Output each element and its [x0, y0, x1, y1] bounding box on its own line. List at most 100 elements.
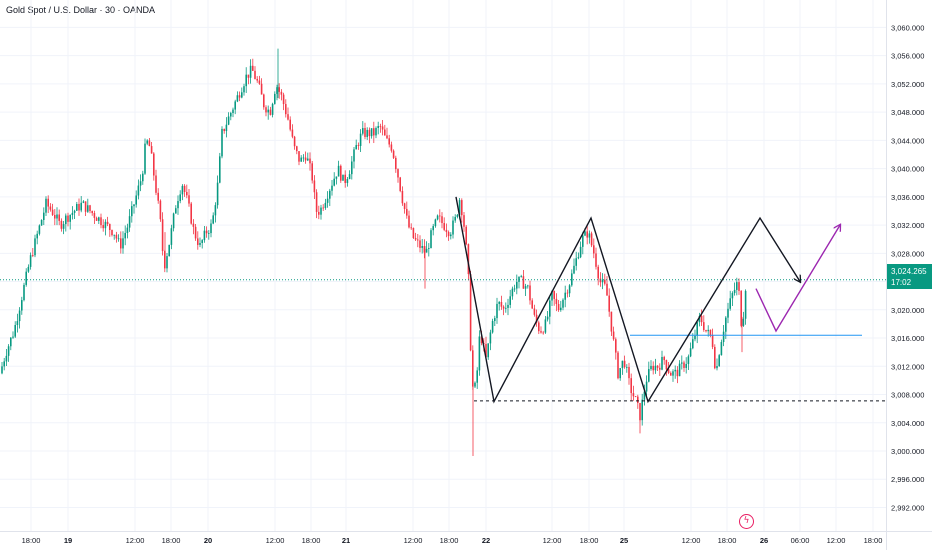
- candle-body: [256, 78, 258, 81]
- candle-body: [135, 195, 137, 205]
- candle-body: [439, 215, 441, 217]
- candle-body: [320, 207, 322, 215]
- candle-body: [73, 210, 76, 213]
- candle-body: [1, 366, 3, 374]
- candle-body: [628, 366, 630, 379]
- candle-body: [522, 276, 525, 289]
- candle-body: [637, 396, 639, 404]
- candle-body: [115, 234, 118, 239]
- candle-body: [447, 232, 450, 237]
- candle-body: [43, 212, 45, 220]
- candle-body: [568, 285, 571, 294]
- candle-body: [148, 140, 151, 147]
- candle-body: [718, 355, 720, 367]
- candle-body: [740, 290, 742, 326]
- candle-body: [604, 279, 606, 284]
- candle-body: [520, 276, 522, 277]
- candle-body: [225, 124, 228, 132]
- candle-body: [175, 208, 177, 214]
- candle-body: [564, 292, 566, 300]
- candle-body: [494, 318, 496, 322]
- candle-body: [742, 318, 745, 326]
- candle-body: [661, 356, 663, 370]
- candle-body: [663, 356, 665, 361]
- candle-body: [190, 203, 192, 224]
- x-tick-label: 26: [760, 536, 768, 545]
- candle-body: [348, 174, 351, 180]
- candle-body: [166, 256, 168, 269]
- x-tick-label: 22: [482, 536, 490, 545]
- candle-body: [467, 244, 470, 275]
- candle-body: [126, 227, 129, 233]
- candle-body: [511, 288, 514, 297]
- candle-body: [419, 240, 421, 248]
- candle-body: [408, 215, 410, 228]
- candle-body: [236, 95, 239, 102]
- candle-body: [705, 329, 707, 332]
- candle-body: [172, 213, 175, 229]
- candle-body: [406, 208, 408, 216]
- time-axis: 18:00 19 12:00 18:00 20 12:00 18:00 21 12:00 18:0…: [0, 531, 932, 545]
- candle-body: [388, 138, 390, 145]
- candle-body: [557, 304, 560, 311]
- y-tick-label: 3,000.000: [891, 447, 924, 456]
- candle-body: [214, 205, 217, 216]
- candle-body: [441, 216, 443, 224]
- candle-body: [122, 238, 124, 249]
- candle-body: [694, 335, 696, 340]
- candle-body: [683, 362, 685, 368]
- candle-body: [7, 346, 10, 356]
- y-tick-label: 3,008.000: [891, 391, 924, 400]
- candle-body: [263, 94, 265, 108]
- candle-body: [252, 65, 254, 71]
- candle-body: [144, 143, 146, 174]
- candle-body: [707, 329, 709, 332]
- candle-body: [203, 230, 206, 241]
- candle-body: [469, 274, 472, 351]
- candle-body: [27, 266, 30, 272]
- candle-body: [434, 219, 437, 227]
- candle-body: [346, 179, 349, 183]
- candle-body: [370, 128, 373, 137]
- candle-body: [227, 116, 230, 125]
- candle-body: [399, 177, 401, 191]
- candle-body: [34, 238, 36, 256]
- candle-body: [142, 173, 144, 182]
- candle-body: [291, 129, 294, 137]
- y-tick-label: 3,048.000: [891, 108, 924, 117]
- candle-body: [311, 163, 313, 181]
- candle-body: [566, 292, 569, 294]
- candle-body: [711, 335, 714, 347]
- candle-body: [249, 65, 252, 78]
- candle-body: [322, 207, 324, 209]
- candle-body: [386, 135, 388, 139]
- candle-body: [709, 329, 712, 336]
- candle-body: [575, 258, 577, 266]
- candle-body: [47, 198, 49, 207]
- candle-body: [23, 284, 25, 301]
- candle-body: [659, 367, 661, 370]
- candle-body: [221, 128, 223, 157]
- candle-body: [672, 371, 674, 376]
- candle-body: [168, 244, 170, 257]
- candle-body: [313, 180, 316, 193]
- candle-body: [725, 317, 727, 332]
- candle-body: [87, 205, 89, 212]
- candle-body: [82, 201, 85, 203]
- candle-body: [428, 248, 430, 249]
- candle-body: [632, 393, 635, 397]
- candle-body: [357, 145, 360, 146]
- candle-body: [159, 200, 162, 220]
- candle-body: [703, 322, 705, 330]
- candle-body: [29, 255, 32, 267]
- candle-body: [181, 185, 184, 195]
- candle-body: [667, 369, 670, 373]
- candle-body: [744, 290, 747, 319]
- x-tick-label: 18:00: [580, 536, 599, 545]
- candle-body: [276, 87, 278, 94]
- candle-body: [340, 165, 342, 181]
- x-tick-label: 12:00: [126, 536, 145, 545]
- flash-icon[interactable]: ϟ: [739, 514, 754, 529]
- candle-body: [315, 192, 318, 212]
